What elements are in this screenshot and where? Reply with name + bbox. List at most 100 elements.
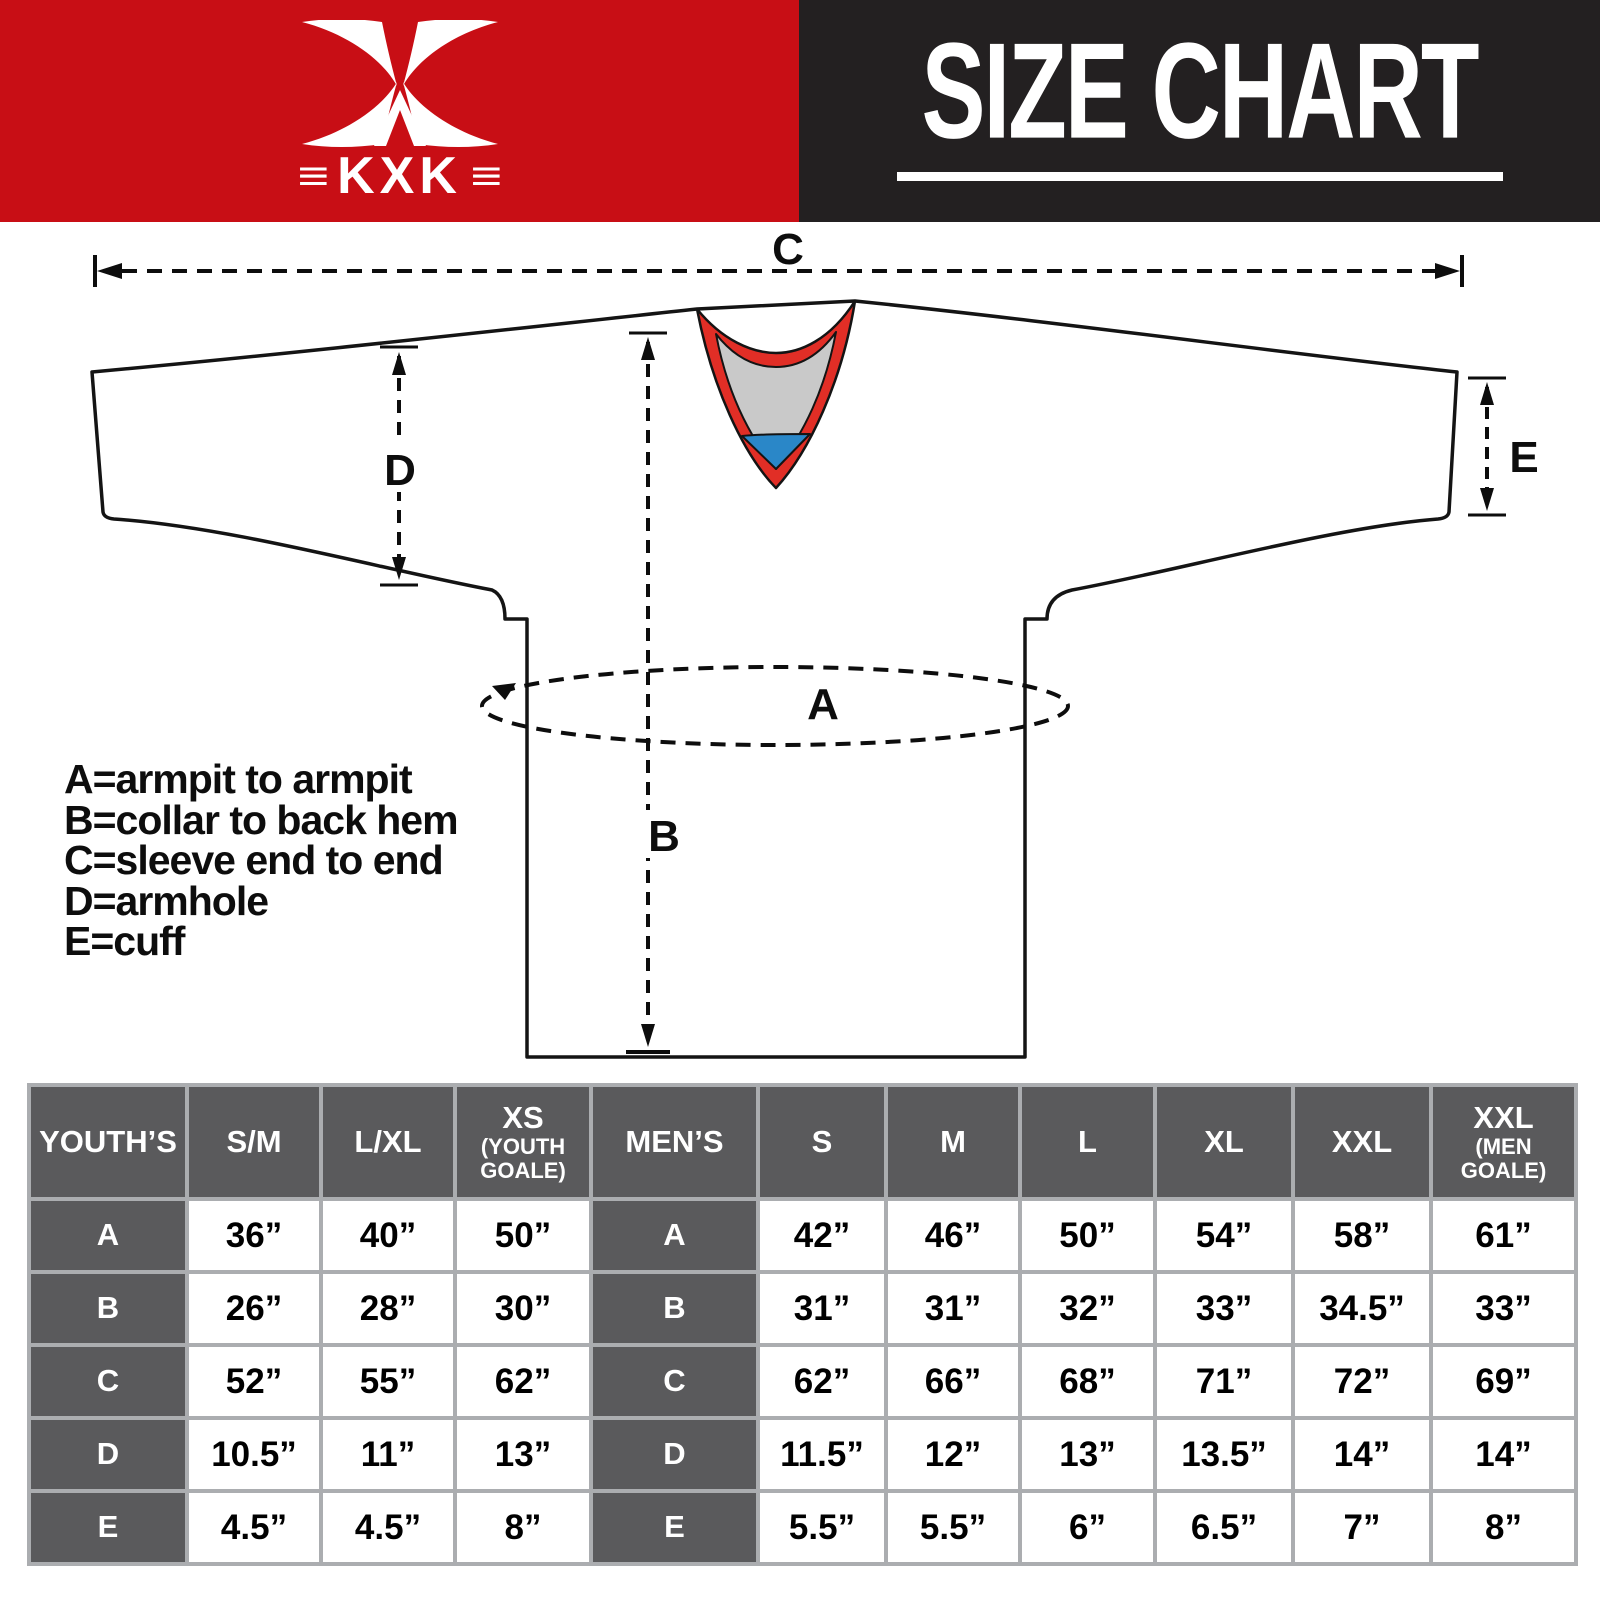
row-label: D (27, 1416, 189, 1493)
row-label: A (589, 1197, 760, 1274)
size-cell: 4.5” (185, 1489, 323, 1566)
size-cell: 36” (185, 1197, 323, 1274)
size-cell: 33” (1153, 1270, 1295, 1347)
ellipse-arrowhead (492, 683, 516, 700)
title-underline (896, 172, 1503, 181)
size-cell: 30” (453, 1270, 593, 1347)
size-cell: 68” (1018, 1343, 1157, 1420)
size-cell: 58” (1291, 1197, 1433, 1274)
row-label: E (27, 1489, 189, 1566)
size-cell: 46” (884, 1197, 1022, 1274)
row-label: E (589, 1489, 760, 1566)
size-cell: 32” (1018, 1270, 1157, 1347)
dimension-E (1468, 376, 1506, 517)
size-cell: 31” (756, 1270, 888, 1347)
size-cell: 14” (1429, 1416, 1578, 1493)
size-cell: 13” (1018, 1416, 1157, 1493)
measurement-legend: A=armpit to armpit B=collar to back hem … (64, 756, 459, 964)
brand-name: KXK (337, 147, 462, 205)
row-label: D (589, 1416, 760, 1493)
header-men-l: L (1018, 1083, 1157, 1201)
size-cell: 13.5” (1153, 1416, 1295, 1493)
row-label: A (27, 1197, 189, 1274)
jersey-measurement-diagram: C D B E (0, 222, 1600, 1083)
jersey-outline (90, 299, 1459, 1059)
size-cell: 55” (319, 1343, 457, 1420)
dimension-B (626, 331, 670, 1054)
table-header-row: YOUTH’S S/M L/XL XS (YOUTH GOALE) MEN’S … (27, 1083, 1578, 1201)
dim-label-B-bg (638, 810, 688, 858)
size-cell: 10.5” (185, 1416, 323, 1493)
size-cell: 62” (453, 1343, 593, 1420)
legend-line-d: D=armhole (64, 877, 269, 924)
jersey-diagram-svg: C D B E (90, 225, 1539, 1059)
row-label: C (27, 1343, 189, 1420)
dim-label-C: C (772, 225, 804, 274)
size-cell: 14” (1291, 1416, 1433, 1493)
size-cell: 11.5” (756, 1416, 888, 1493)
table-row-E: E 4.5” 4.5” 8” E 5.5” 5.5” 6” 6.5” 7” 8” (27, 1489, 1578, 1566)
dim-label-A: A (807, 680, 839, 729)
size-cell: 6.5” (1153, 1489, 1295, 1566)
size-cell: 62” (756, 1343, 888, 1420)
legend-line-e: E=cuff (64, 918, 185, 964)
size-cell: 54” (1153, 1197, 1295, 1274)
size-cell: 7” (1291, 1489, 1433, 1566)
size-cell: 26” (185, 1270, 323, 1347)
dim-label-D: D (384, 446, 416, 495)
row-label: B (27, 1270, 189, 1347)
size-cell: 4.5” (319, 1489, 457, 1566)
header-men-xxl: XXL (1291, 1083, 1433, 1201)
collar-inner (715, 331, 837, 470)
size-cell: 50” (453, 1197, 593, 1274)
size-cell: 33” (1429, 1270, 1578, 1347)
size-cell: 50” (1018, 1197, 1157, 1274)
page-title: SIZE CHART (921, 15, 1480, 168)
header-youth-sm: S/M (185, 1083, 323, 1201)
legend-line-b: B=collar to back hem (64, 796, 459, 843)
row-label: C (589, 1343, 760, 1420)
size-cell: 12” (884, 1416, 1022, 1493)
header-men-xl: XL (1153, 1083, 1295, 1201)
triple-bar-icon: ≡ (296, 152, 329, 199)
table-row-C: C 52” 55” 62” C 62” 66” 68” 71” 72” 69” (27, 1343, 1578, 1420)
size-cell: 72” (1291, 1343, 1433, 1420)
header-youth-xs-goalie: XS (YOUTH GOALE) (453, 1083, 593, 1201)
size-cell: 40” (319, 1197, 457, 1274)
size-cell: 8” (1429, 1489, 1578, 1566)
header-men-m: M (884, 1083, 1022, 1201)
size-cell: 34.5” (1291, 1270, 1433, 1347)
dim-label-E: E (1509, 433, 1538, 482)
size-cell: 28” (319, 1270, 457, 1347)
collar-insert (741, 433, 811, 470)
header-men-s: S (756, 1083, 888, 1201)
table-row-A: A 36” 40” 50” A 42” 46” 50” 54” 58” 61” (27, 1197, 1578, 1274)
size-cell: 31” (884, 1270, 1022, 1347)
dimension-C (93, 255, 1464, 287)
row-label: B (589, 1270, 760, 1347)
brand-wordmark: ≡ KXK ≡ (297, 147, 503, 205)
size-cell: 8” (453, 1489, 593, 1566)
header-youth-lxl: L/XL (319, 1083, 457, 1201)
size-cell: 13” (453, 1416, 593, 1493)
size-cell: 5.5” (756, 1489, 888, 1566)
header-mens: MEN’S (589, 1083, 760, 1201)
size-cell: 69” (1429, 1343, 1578, 1420)
legend-line-c: C=sleeve end to end (64, 837, 444, 883)
brand-logo: ≡ KXK ≡ (295, 20, 505, 202)
size-cell: 66” (884, 1343, 1022, 1420)
size-cell: 71” (1153, 1343, 1295, 1420)
size-cell: 61” (1429, 1197, 1578, 1274)
dimension-A (480, 665, 1070, 747)
collar (695, 299, 857, 490)
banner-brand-panel: ≡ KXK ≡ (0, 0, 799, 222)
dim-label-D-bg (377, 444, 423, 492)
legend-line-a: A=armpit to armpit (64, 756, 413, 802)
triple-bar-icon: ≡ (470, 152, 503, 199)
table-row-B: B 26” 28” 30” B 31” 31” 32” 33” 34.5” 33… (27, 1270, 1578, 1347)
size-cell: 5.5” (884, 1489, 1022, 1566)
size-table: YOUTH’S S/M L/XL XS (YOUTH GOALE) MEN’S … (27, 1083, 1578, 1566)
header-youths: YOUTH’S (27, 1083, 189, 1201)
banner-title-panel: SIZE CHART (799, 0, 1600, 222)
